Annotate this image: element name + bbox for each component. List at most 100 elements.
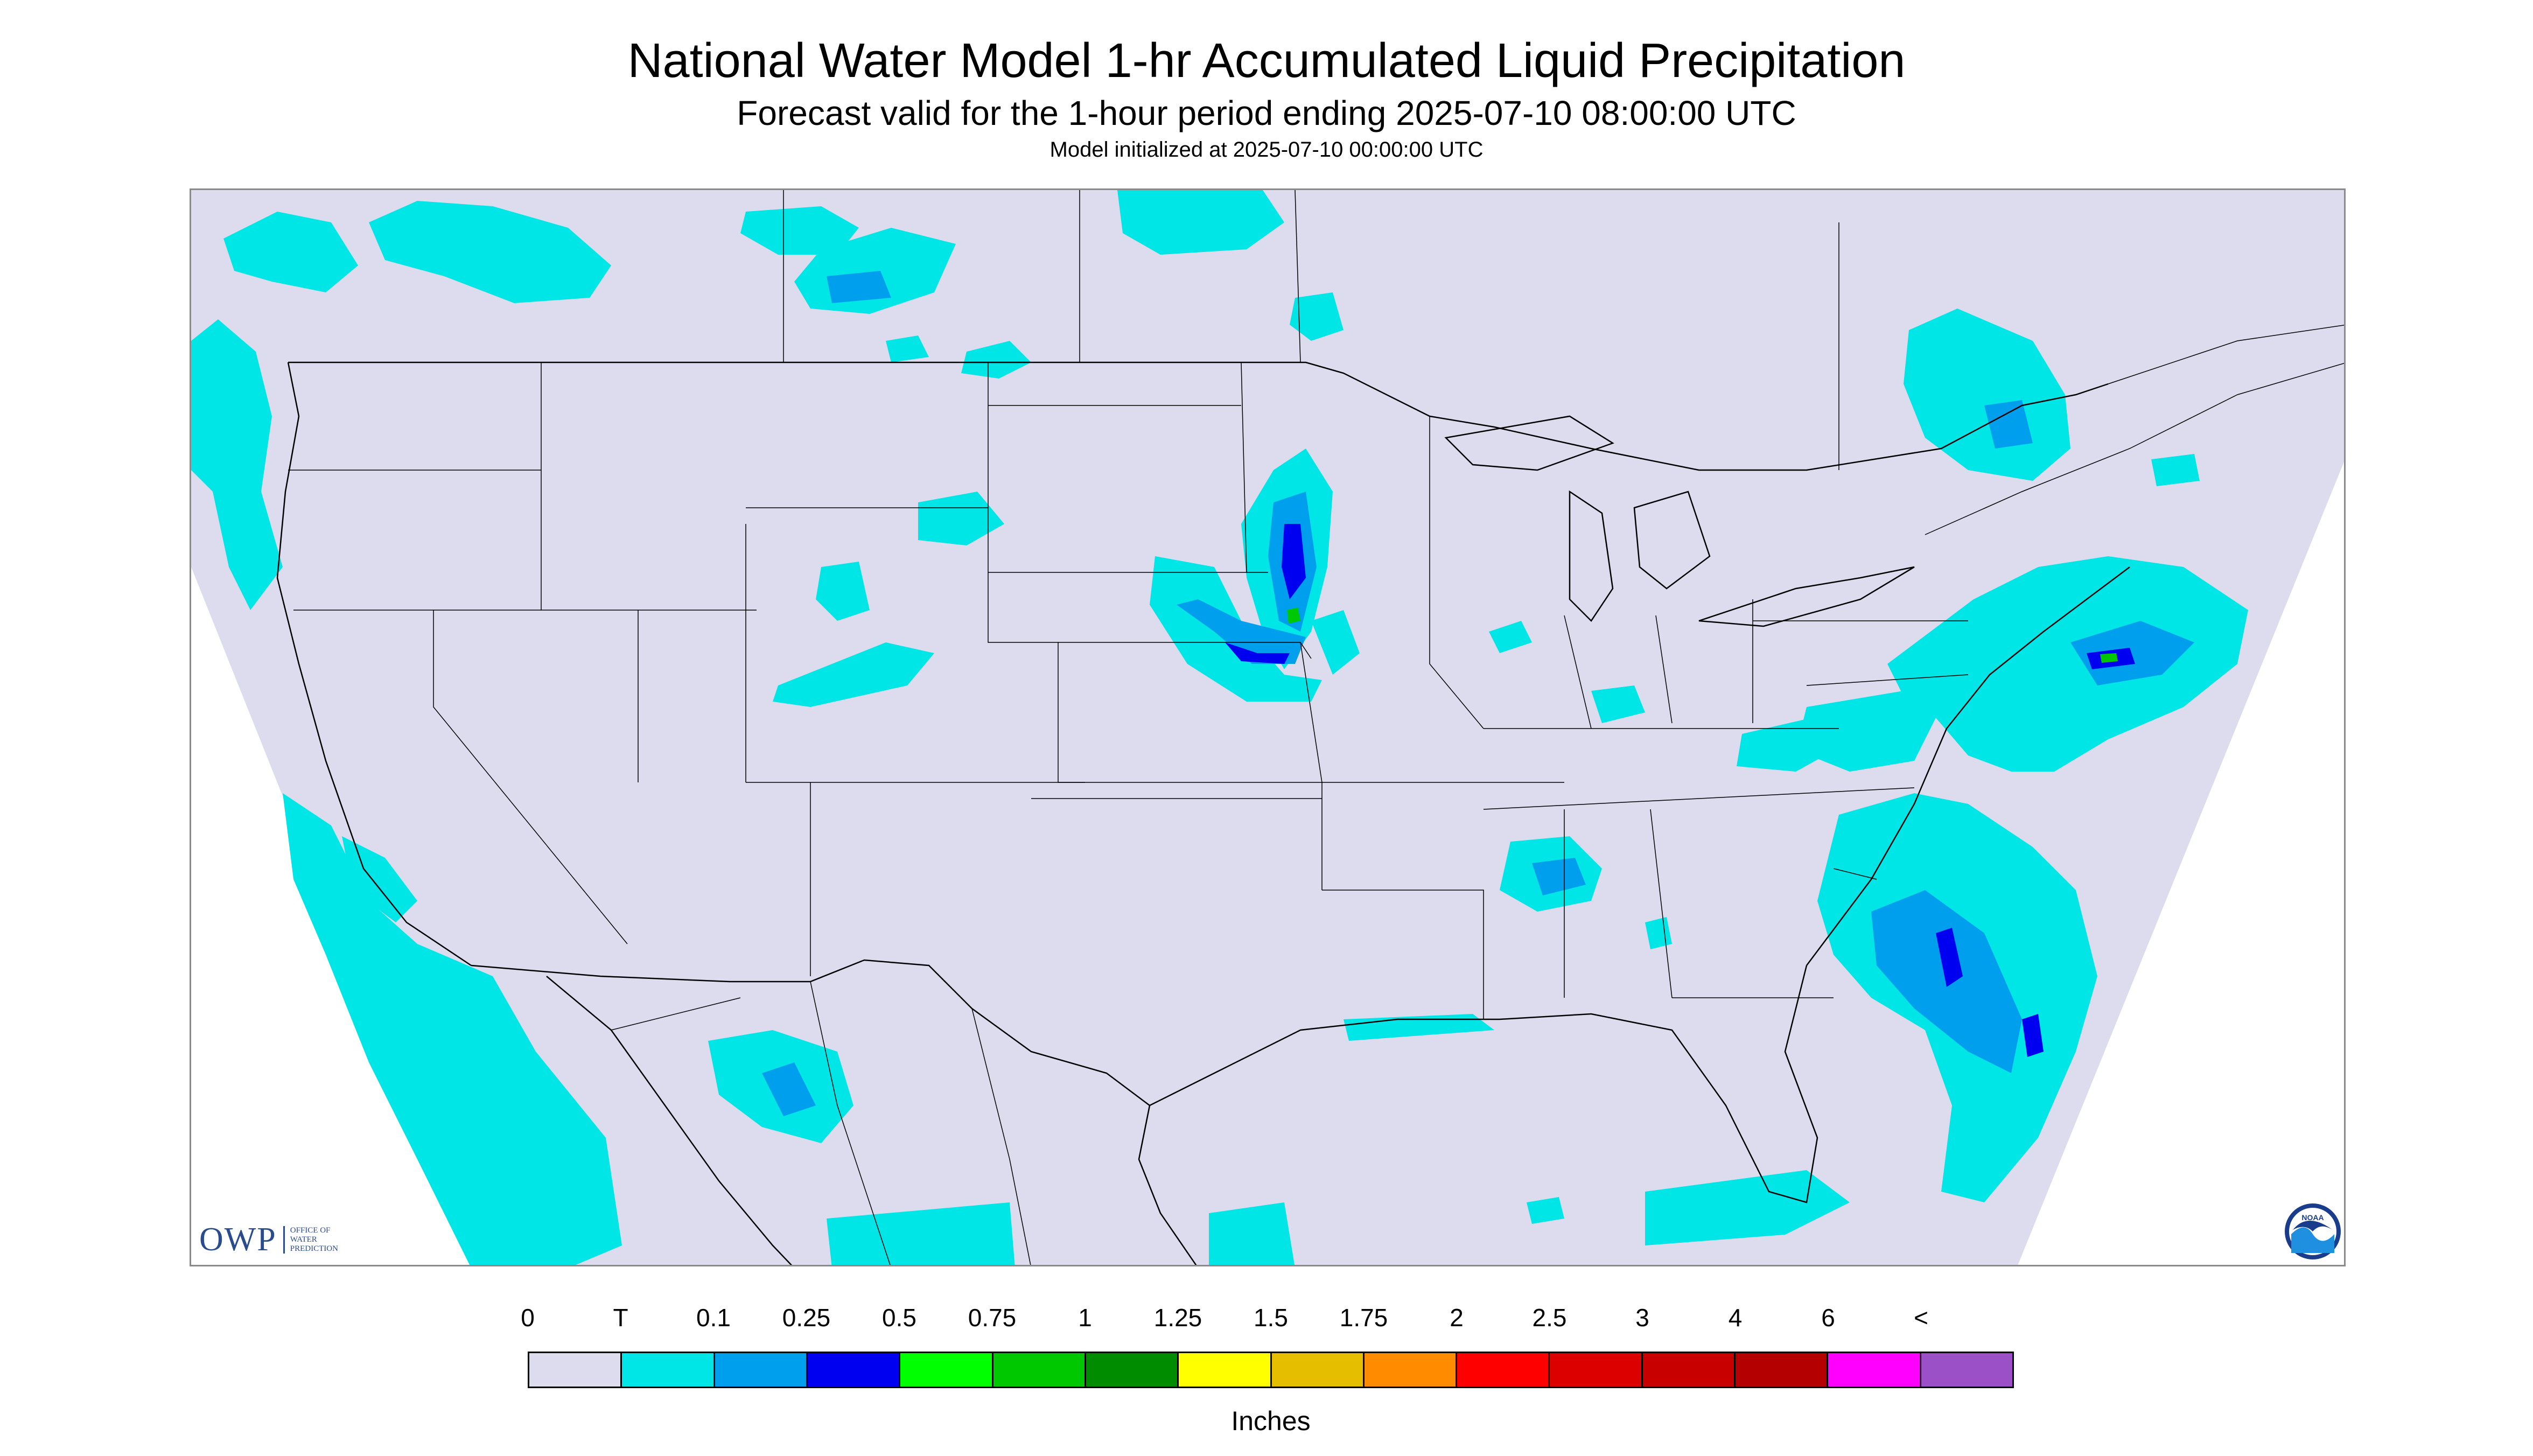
precip-trace-layer (191, 190, 2248, 1265)
legend-tick-label: 0.5 (882, 1304, 916, 1332)
precip-region-colorado (773, 642, 934, 707)
precip-region-central-mexico (1209, 1202, 1295, 1265)
legend-tick-label: 1.75 (1339, 1304, 1388, 1332)
precip-region-iowa-heavy (1287, 607, 1300, 624)
precipitation-map (190, 188, 2346, 1266)
forecast-valid-subtitle: Forecast valid for the 1-hour period end… (737, 94, 1796, 132)
precip-region-bc-interior (369, 201, 611, 303)
precip-region-atlantic-heavy (2022, 1014, 2044, 1057)
legend-tick-label: 4 (1728, 1304, 1743, 1332)
mexico-west-coast (546, 976, 793, 1265)
map-canvas (191, 190, 2344, 1265)
precip-region-wyoming (816, 562, 870, 621)
canada-province-3 (1295, 190, 1301, 363)
legend-swatch (1642, 1353, 1736, 1387)
state-lines-layer (288, 190, 2344, 1265)
legend-tick-label: 0.1 (696, 1304, 731, 1332)
mexico-state-1 (810, 981, 891, 1265)
legend-swatch (993, 1353, 1086, 1387)
state-line-31 (1833, 868, 1877, 880)
legend-tick-label: 2.5 (1532, 1304, 1567, 1332)
precip-region-gulf-mid (1527, 1197, 1564, 1224)
precip-region-great-lakes-ontario (1489, 621, 1532, 653)
precip-region-gulf-coast-florida (1645, 1170, 1850, 1245)
legend-swatch (1550, 1353, 1643, 1387)
great-lakes-huron (1633, 491, 1711, 590)
legend-swatch (1828, 1353, 1921, 1387)
legend-swatch (1271, 1353, 1365, 1387)
precip-region-plains-core (1177, 599, 1306, 664)
map-domain (191, 190, 2344, 1265)
state-line-25 (1655, 615, 1673, 724)
owp-logo-subtext: Office of Water Prediction (283, 1226, 338, 1254)
precip-heavy-layer (1225, 524, 2135, 1057)
canada-province-5 (2108, 325, 2344, 384)
legend-tick-label: 6 (1821, 1304, 1835, 1332)
legend-swatch (529, 1353, 622, 1387)
precip-region-lake-of-woods (1290, 292, 1344, 341)
precip-region-sask-core (827, 271, 891, 303)
legend-swatch (1457, 1353, 1550, 1387)
legend-tick-label: 0 (521, 1304, 535, 1332)
precip-region-carolina-heavy (1936, 928, 1963, 987)
precip-region-baja-pacific-offshore (283, 793, 622, 1265)
legend-swatch (1086, 1353, 1179, 1387)
precip-region-ohio-valley (1591, 685, 1645, 723)
legend-tick-label: 1 (1078, 1304, 1092, 1332)
precip-region-saskatchewan (740, 206, 859, 255)
precip-legend: 0 T 0.1 0.25 0.5 0.75 1 1.25 1.5 1.75 2 2.5 3 4 6 < Inc… (521, 1298, 2014, 1434)
precip-region-bc-coast (223, 212, 358, 292)
precip-region-virginia-carolina (1796, 691, 1936, 772)
legend-tick-label: T (613, 1304, 628, 1332)
state-line-4 (433, 610, 628, 944)
precip-region-nebraska-heavy (1225, 642, 1290, 664)
legend-tick-label: < (1914, 1304, 1928, 1332)
state-line-19 (1322, 890, 1484, 1019)
mexico-state-2 (971, 1008, 1031, 1265)
legend-tick-label: 1.5 (1254, 1304, 1288, 1332)
precip-region-minnesota-heavy (1282, 524, 1306, 599)
precip-region-north-dakota-band (961, 341, 1031, 379)
noaa-logo: NOAA (2285, 1203, 2341, 1259)
great-lakes-erie-ontario (1698, 566, 1915, 627)
owp-logo-letters: OWP (199, 1221, 277, 1258)
legend-swatch (1736, 1353, 1829, 1387)
model-init-text: Model initialized at 2025-07-10 00:00:00… (1049, 138, 1484, 162)
precip-region-alberta (1117, 190, 1284, 255)
precip-region-montana-band (886, 335, 929, 362)
legend-swatch (807, 1353, 901, 1387)
state-line-28 (1806, 674, 1969, 686)
precip-region-west-mexico-pacific (827, 1202, 1015, 1265)
precip-region-mississippi-core (1532, 858, 1586, 895)
precip-region-pacific-northwest-offshore (191, 319, 283, 610)
legend-tick-label: 2 (1450, 1304, 1464, 1332)
us-canada-border (288, 361, 2109, 471)
mexico-gulf-coast (1138, 1105, 1197, 1265)
state-line-24 (1564, 615, 1592, 729)
mexico-state-3 (611, 997, 741, 1031)
legend-swatch (1179, 1353, 1272, 1387)
precip-region-baja-coast-band (342, 836, 417, 922)
state-line-16 (1241, 362, 1247, 573)
state-line-18 (1429, 416, 1484, 729)
precip-01-layer (762, 271, 2194, 1116)
precip-region-new-england-core (2100, 653, 2118, 663)
us-west-coast (276, 362, 472, 967)
precip-region-northeast-core (2070, 621, 2194, 685)
great-lakes-superior (1444, 415, 1614, 471)
state-line-21 (1483, 787, 1915, 810)
st-lawrence (1925, 362, 2344, 535)
precip-region-south-dakota (918, 492, 1004, 545)
legend-swatch (715, 1353, 808, 1387)
precip-region-quebec-core (1984, 400, 2033, 449)
state-line-9 (746, 507, 1059, 782)
legend-tick-label: 3 (1635, 1304, 1649, 1332)
noaa-logo-bird (2293, 1221, 2333, 1231)
great-lakes-michigan (1569, 490, 1614, 622)
legend-tick-label: 1.25 (1153, 1304, 1202, 1332)
state-line-17 (1300, 642, 1323, 783)
noaa-logo-wave (2291, 1227, 2334, 1253)
precip-region-quebec-east (2151, 454, 2200, 486)
legend-units: Inches (1231, 1406, 1311, 1436)
atlantic-coast (1806, 566, 2130, 966)
